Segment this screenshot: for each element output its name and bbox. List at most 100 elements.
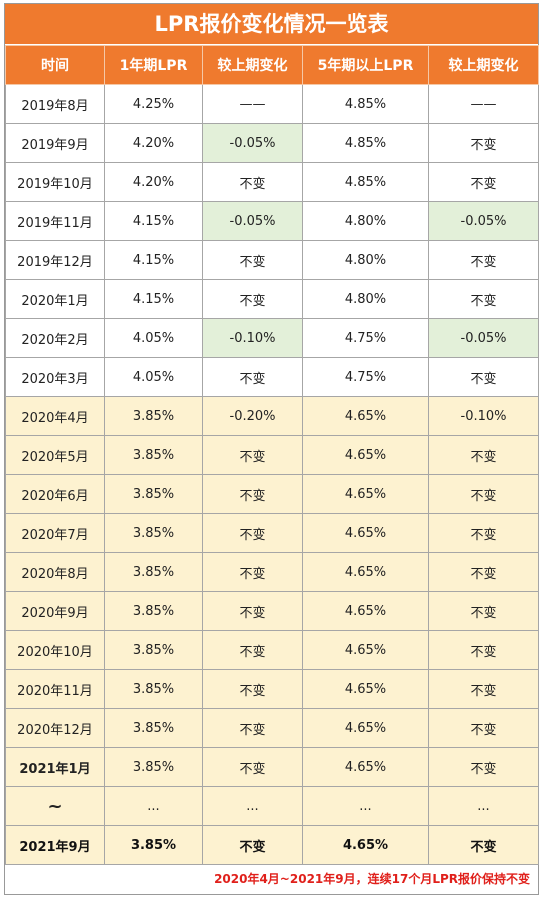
cell-lpr1: ...: [104, 786, 203, 826]
cell-lpr5: 4.80%: [302, 201, 429, 241]
lpr-table: 时间 1年期LPR 较上期变化 5年期以上LPR 较上期变化 2019年8月 4.…: [5, 45, 539, 865]
cell-lpr1: 4.25%: [104, 84, 203, 124]
cell-lpr1: 3.85%: [104, 708, 203, 748]
cell-time: 2020年7月: [5, 513, 105, 553]
cell-time: 2020年3月: [5, 357, 105, 397]
cell-time: 2020年9月: [5, 591, 105, 631]
cell-lpr5: 4.75%: [302, 357, 429, 397]
cell-change5: 不变: [428, 708, 539, 748]
table-row: 2020年6月 3.85% 不变 4.65% 不变: [5, 474, 539, 514]
cell-lpr1: 4.15%: [104, 240, 203, 280]
cell-change1: 不变: [202, 825, 303, 865]
cell-change1: 不变: [202, 474, 303, 514]
cell-time: 2020年6月: [5, 474, 105, 514]
cell-lpr5: 4.65%: [302, 435, 429, 475]
cell-time: 2019年10月: [5, 162, 105, 202]
cell-lpr5: 4.65%: [302, 552, 429, 592]
cell-lpr1: 4.05%: [104, 357, 203, 397]
table-body: 2019年8月 4.25% —— 4.85% —— 2019年9月 4.20% -0.05% 4…: [5, 84, 539, 865]
header-change5: 较上期变化: [428, 45, 539, 85]
cell-lpr5: 4.65%: [302, 708, 429, 748]
cell-time: 2021年9月: [5, 825, 105, 865]
header-row: 时间 1年期LPR 较上期变化 5年期以上LPR 较上期变化: [5, 45, 539, 85]
cell-change1: 不变: [202, 747, 303, 787]
cell-change1: -0.10%: [202, 318, 303, 358]
cell-change1: ...: [202, 786, 303, 826]
table-row: 2020年11月 3.85% 不变 4.65% 不变: [5, 669, 539, 709]
cell-change5: 不变: [428, 669, 539, 709]
table-row: 2020年3月 4.05% 不变 4.75% 不变: [5, 357, 539, 397]
cell-change5: 不变: [428, 279, 539, 319]
cell-lpr1: 3.85%: [104, 396, 203, 436]
cell-lpr5: 4.65%: [302, 396, 429, 436]
cell-lpr5: 4.65%: [302, 630, 429, 670]
cell-change5: 不变: [428, 747, 539, 787]
table-row: 2020年8月 3.85% 不变 4.65% 不变: [5, 552, 539, 592]
cell-change1: 不变: [202, 708, 303, 748]
cell-lpr5: 4.65%: [302, 474, 429, 514]
table-row: 2020年5月 3.85% 不变 4.65% 不变: [5, 435, 539, 475]
cell-change1: -0.05%: [202, 123, 303, 163]
cell-lpr5: 4.65%: [302, 513, 429, 553]
table-row: 2020年10月 3.85% 不变 4.65% 不变: [5, 630, 539, 670]
cell-change5: -0.05%: [428, 318, 539, 358]
cell-time: 2020年11月: [5, 669, 105, 709]
cell-lpr1: 4.15%: [104, 279, 203, 319]
table-row: ~............: [5, 786, 539, 826]
cell-lpr1: 3.85%: [104, 474, 203, 514]
table-row: 2020年7月 3.85% 不变 4.65% 不变: [5, 513, 539, 553]
cell-change1: -0.05%: [202, 201, 303, 241]
table-row: 2019年11月 4.15% -0.05% 4.80% -0.05%: [5, 201, 539, 241]
cell-change1: 不变: [202, 552, 303, 592]
cell-lpr5: 4.65%: [302, 747, 429, 787]
table-row: 2020年12月 3.85% 不变 4.65% 不变: [5, 708, 539, 748]
header-lpr5: 5年期以上LPR: [302, 45, 429, 85]
table-row: 2020年4月 3.85% -0.20% 4.65% -0.10%: [5, 396, 539, 436]
cell-change5: 不变: [428, 552, 539, 592]
cell-change1: 不变: [202, 591, 303, 631]
cell-lpr5: 4.65%: [302, 591, 429, 631]
cell-time: 2020年10月: [5, 630, 105, 670]
header-change1: 较上期变化: [202, 45, 303, 85]
header-lpr1: 1年期LPR: [104, 45, 203, 85]
cell-lpr1: 3.85%: [104, 669, 203, 709]
cell-time: 2019年8月: [5, 84, 105, 124]
cell-change1: 不变: [202, 279, 303, 319]
cell-lpr5: 4.75%: [302, 318, 429, 358]
lpr-table-panel: LPR报价变化情况一览表 时间 1年期LPR 较上期变化 5年期以上LPR 较上…: [4, 3, 539, 895]
cell-time: 2020年4月: [5, 396, 105, 436]
cell-time: 2021年1月: [5, 747, 105, 787]
cell-lpr1: 3.85%: [104, 747, 203, 787]
table-row: 2019年9月 4.20% -0.05% 4.85% 不变: [5, 123, 539, 163]
cell-lpr1: 3.85%: [104, 435, 203, 475]
cell-change5: ...: [428, 786, 539, 826]
table-row: 2021年1月 3.85% 不变 4.65% 不变: [5, 747, 539, 787]
table-row: 2019年8月 4.25% —— 4.85% ——: [5, 84, 539, 124]
table-row: 2020年9月 3.85% 不变 4.65% 不变: [5, 591, 539, 631]
cell-lpr5: 4.65%: [302, 825, 429, 865]
cell-lpr5: ...: [302, 786, 429, 826]
cell-change1: 不变: [202, 513, 303, 553]
cell-change5: 不变: [428, 591, 539, 631]
cell-time: 2019年9月: [5, 123, 105, 163]
cell-change1: 不变: [202, 357, 303, 397]
table-title: LPR报价变化情况一览表: [5, 4, 538, 45]
cell-lpr1: 3.85%: [104, 552, 203, 592]
cell-lpr5: 4.80%: [302, 279, 429, 319]
cell-change5: 不变: [428, 630, 539, 670]
cell-time: 2020年5月: [5, 435, 105, 475]
cell-time: 2020年2月: [5, 318, 105, 358]
cell-change5: 不变: [428, 240, 539, 280]
cell-change1: 不变: [202, 630, 303, 670]
cell-lpr1: 4.20%: [104, 162, 203, 202]
cell-change1: 不变: [202, 435, 303, 475]
cell-lpr1: 3.85%: [104, 630, 203, 670]
cell-lpr1: 3.85%: [104, 591, 203, 631]
cell-lpr1: 3.85%: [104, 825, 203, 865]
cell-lpr1: 3.85%: [104, 513, 203, 553]
table-row: 2021年9月 3.85% 不变 4.65% 不变: [5, 825, 539, 865]
cell-change1: 不变: [202, 240, 303, 280]
cell-lpr1: 4.15%: [104, 201, 203, 241]
cell-lpr5: 4.85%: [302, 123, 429, 163]
cell-change5: 不变: [428, 825, 539, 865]
